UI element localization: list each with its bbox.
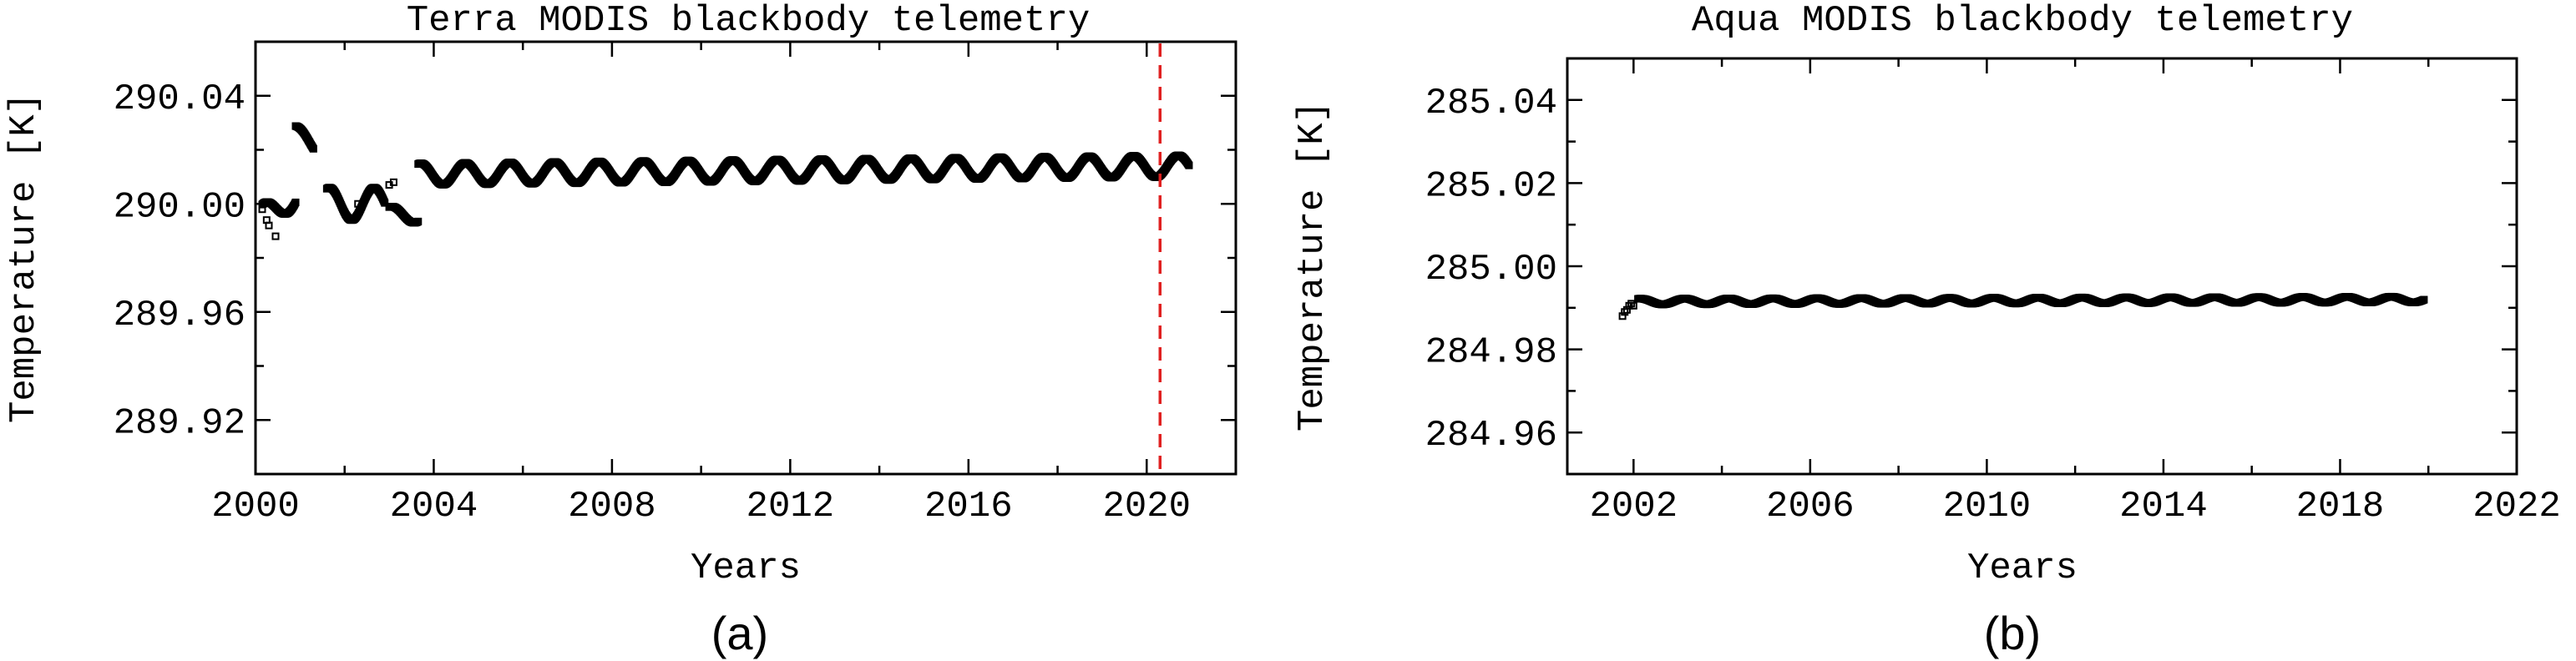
x-tick-label: 2006 [1766, 486, 1855, 527]
panel-label: (b) [1984, 607, 2041, 659]
y-tick-label: 285.04 [1425, 83, 1557, 124]
y-axis-label: Temperature [K] [3, 93, 45, 423]
data-point [291, 198, 300, 206]
aqua-chart: Aqua MODIS blackbody telemetry 2002 2006 2… [1292, 0, 2561, 659]
x-axis-label: Years [1967, 547, 2078, 589]
panel-label: (a) [711, 607, 768, 659]
data-point [265, 221, 273, 230]
data-point [389, 178, 397, 186]
y-tick-label: 289.96 [114, 295, 245, 336]
x-tick-label: 2014 [2119, 486, 2208, 527]
chart-panel-b: Aqua MODIS blackbody telemetry 2002 2006 2… [1288, 0, 2576, 661]
x-axis-label: Years [691, 547, 801, 589]
y-tick-label: 285.02 [1425, 165, 1557, 207]
y-tick-label: 290.00 [114, 186, 245, 228]
data-point [309, 144, 317, 153]
chart-title: Terra MODIS blackbody telemetry [407, 0, 1091, 42]
y-tick-label: 290.04 [114, 78, 245, 120]
plot-frame [254, 40, 1237, 476]
data-point [258, 205, 266, 214]
y-tick-label: 284.96 [1425, 415, 1557, 457]
plot-frame [1566, 57, 2518, 476]
x-tick-label: 2022 [2472, 486, 2561, 527]
x-tick-label: 2016 [924, 486, 1013, 527]
data-series [258, 122, 1193, 240]
x-tick-label: 2020 [1102, 486, 1191, 527]
chart-title: Aqua MODIS blackbody telemetry [1692, 0, 2353, 42]
data-point [414, 217, 423, 225]
x-tick-label: 2012 [746, 486, 835, 527]
x-tick-label: 2000 [211, 486, 300, 527]
data-point [1185, 161, 1193, 169]
x-tick-label: 2008 [568, 486, 656, 527]
data-point [271, 232, 280, 240]
x-tick-label: 2004 [390, 486, 478, 527]
y-tick-label: 289.92 [114, 402, 245, 444]
x-tick-label: 2002 [1590, 486, 1678, 527]
chart-panel-a: Terra MODIS blackbody telemetry 2000 2004… [3, 0, 1237, 659]
y-axis-label: Temperature [K] [1292, 101, 1334, 431]
terra-chart: Terra MODIS blackbody telemetry 2000 2004… [3, 0, 1237, 659]
y-tick-label: 284.98 [1425, 332, 1557, 374]
data-point [354, 199, 362, 208]
x-tick-label: 2018 [2296, 486, 2385, 527]
data-point [1629, 301, 1637, 310]
x-tick-label: 2010 [1943, 486, 2032, 527]
data-point [2420, 295, 2428, 304]
y-tick-label: 285.00 [1425, 249, 1557, 290]
data-series [1618, 292, 2428, 320]
